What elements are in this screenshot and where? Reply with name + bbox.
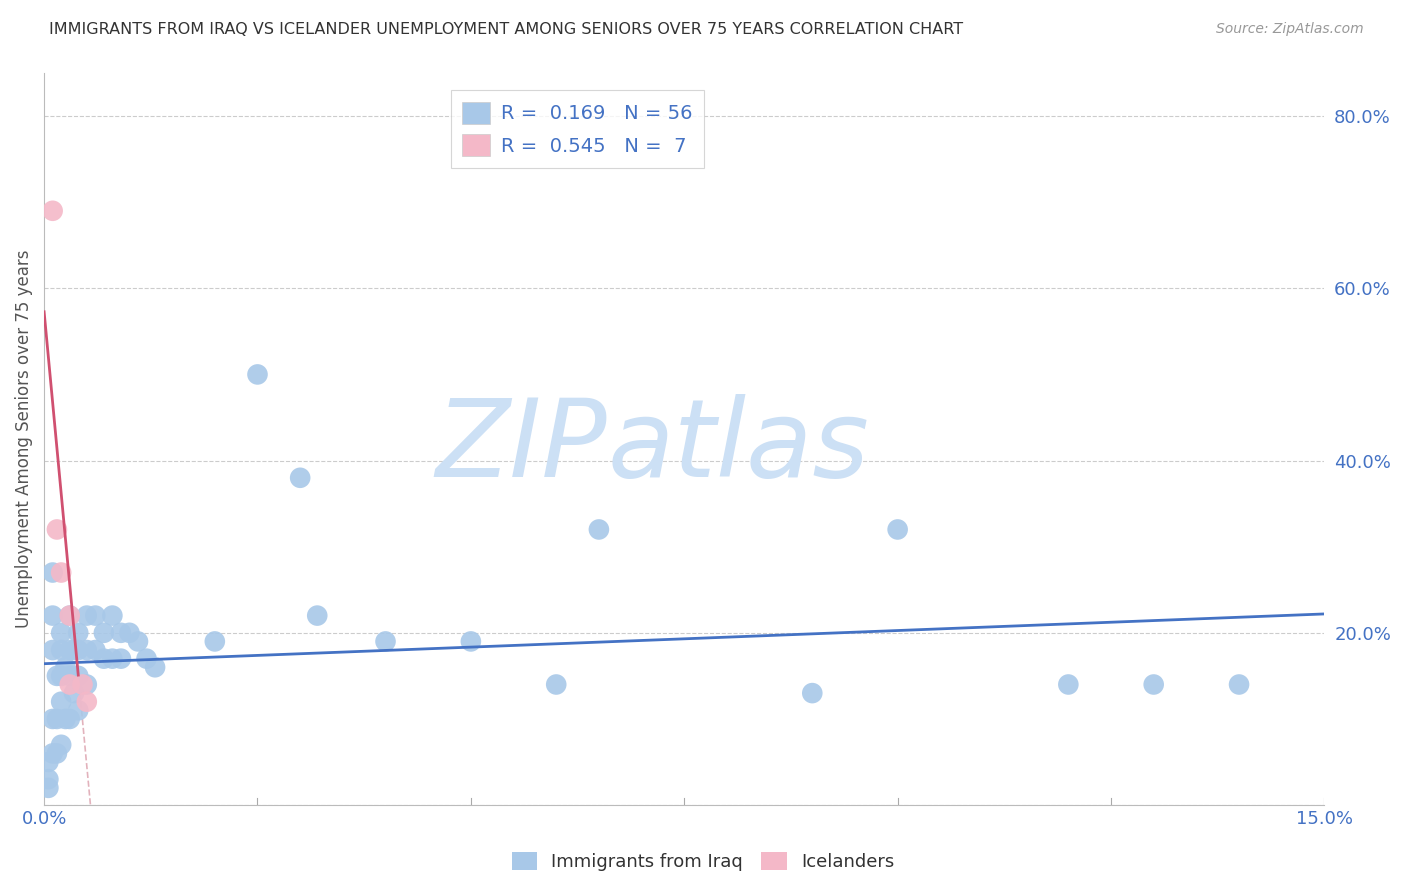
- Point: [1227, 677, 1250, 691]
- Point: [127, 634, 149, 648]
- Point: [41, 566, 63, 580]
- Point: [51, 669, 73, 683]
- Text: ZIP: ZIP: [436, 394, 607, 499]
- Point: [84, 608, 107, 623]
- Point: [45, 747, 67, 761]
- Point: [37, 755, 59, 769]
- Point: [55, 660, 77, 674]
- Point: [41, 712, 63, 726]
- Point: [288, 471, 311, 485]
- Point: [588, 523, 610, 537]
- Point: [72, 677, 94, 691]
- Point: [1143, 677, 1166, 691]
- Point: [51, 695, 73, 709]
- Point: [51, 625, 73, 640]
- Point: [63, 686, 86, 700]
- Point: [101, 651, 124, 665]
- Point: [41, 747, 63, 761]
- Point: [801, 686, 824, 700]
- Text: Source: ZipAtlas.com: Source: ZipAtlas.com: [1216, 22, 1364, 37]
- Point: [307, 608, 329, 623]
- Point: [59, 677, 82, 691]
- Point: [59, 643, 82, 657]
- Point: [246, 368, 269, 382]
- Point: [76, 643, 98, 657]
- Point: [84, 643, 107, 657]
- Point: [204, 634, 226, 648]
- Legend: Immigrants from Iraq, Icelanders: Immigrants from Iraq, Icelanders: [505, 845, 901, 879]
- Point: [45, 669, 67, 683]
- Point: [110, 625, 132, 640]
- Point: [118, 625, 141, 640]
- Legend: R =  0.169   N = 56, R =  0.545   N =  7: R = 0.169 N = 56, R = 0.545 N = 7: [451, 90, 704, 168]
- Text: IMMIGRANTS FROM IRAQ VS ICELANDER UNEMPLOYMENT AMONG SENIORS OVER 75 YEARS CORRE: IMMIGRANTS FROM IRAQ VS ICELANDER UNEMPL…: [49, 22, 963, 37]
- Point: [546, 677, 568, 691]
- Point: [460, 634, 482, 648]
- Point: [110, 651, 132, 665]
- Point: [67, 625, 90, 640]
- Point: [41, 203, 63, 218]
- Point: [76, 677, 98, 691]
- Point: [76, 695, 98, 709]
- Point: [55, 712, 77, 726]
- Point: [51, 643, 73, 657]
- Point: [59, 712, 82, 726]
- Point: [37, 772, 59, 787]
- Point: [374, 634, 396, 648]
- Point: [67, 669, 90, 683]
- Y-axis label: Unemployment Among Seniors over 75 years: Unemployment Among Seniors over 75 years: [15, 250, 32, 628]
- Point: [59, 608, 82, 623]
- Point: [1057, 677, 1080, 691]
- Point: [51, 566, 73, 580]
- Point: [45, 523, 67, 537]
- Point: [41, 643, 63, 657]
- Point: [67, 643, 90, 657]
- Point: [41, 608, 63, 623]
- Point: [67, 703, 90, 717]
- Text: atlas: atlas: [607, 394, 869, 499]
- Point: [101, 608, 124, 623]
- Point: [93, 651, 115, 665]
- Point: [63, 643, 86, 657]
- Point: [59, 608, 82, 623]
- Point: [59, 669, 82, 683]
- Point: [93, 625, 115, 640]
- Point: [76, 608, 98, 623]
- Point: [37, 780, 59, 795]
- Point: [886, 523, 908, 537]
- Point: [45, 712, 67, 726]
- Point: [143, 660, 166, 674]
- Point: [135, 651, 157, 665]
- Point: [51, 738, 73, 752]
